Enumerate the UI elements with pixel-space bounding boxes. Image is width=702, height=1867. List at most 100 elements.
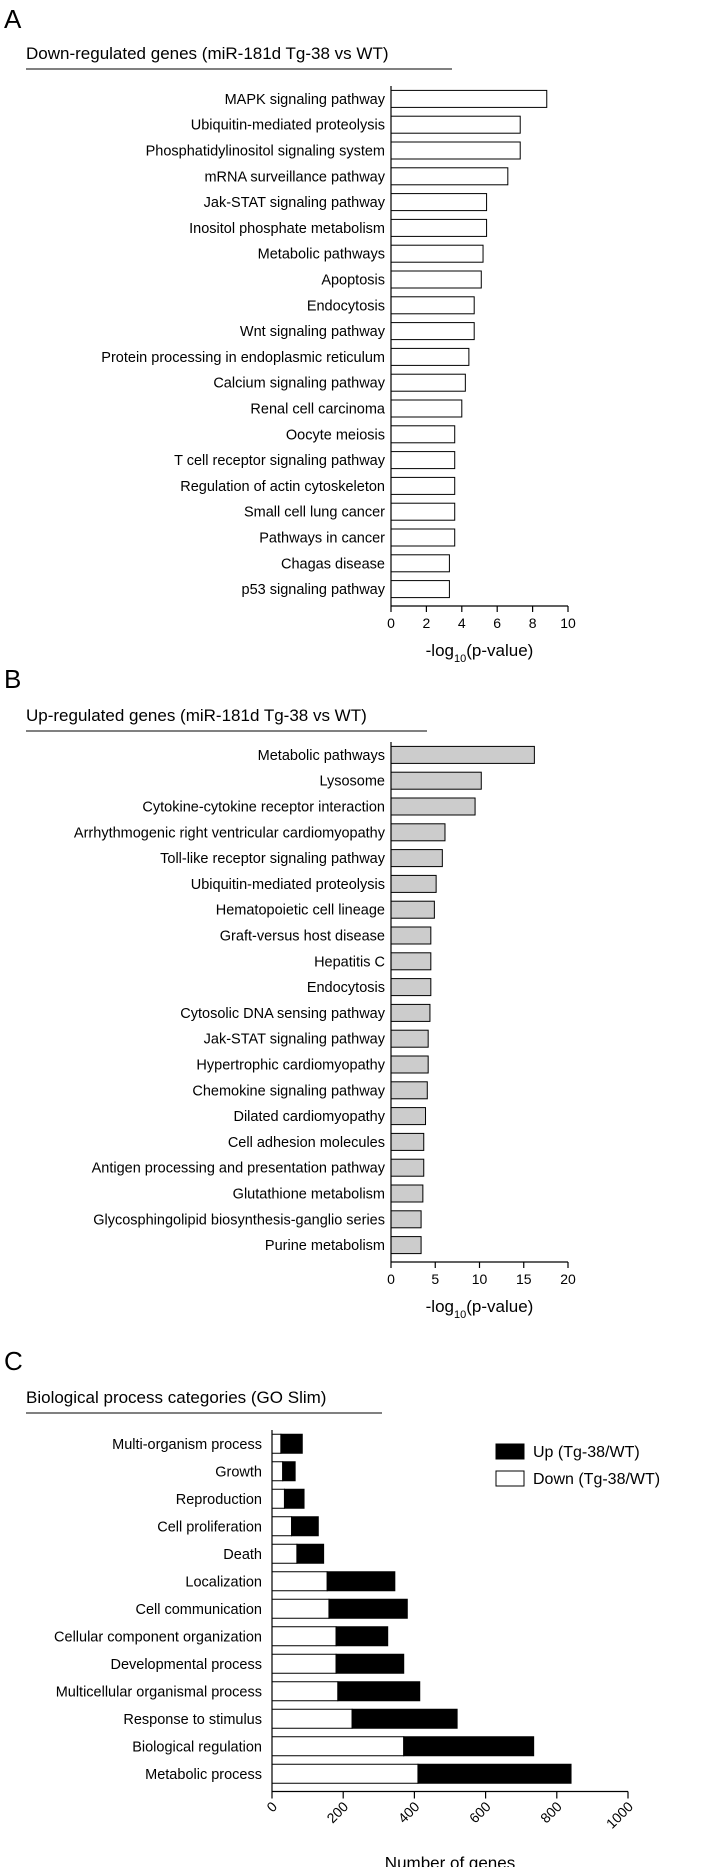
a-bar [390,296,475,315]
a-bar [390,141,521,160]
b-bar [390,900,435,919]
c-x-tick-label: 0 [263,1798,280,1815]
c-x-axis-title: Number of genes [385,1854,515,1867]
b-bar [390,1184,424,1203]
a-category-label: T cell receptor signaling pathway [174,453,386,469]
a-bar [390,451,456,470]
a-bar [390,399,463,418]
a-bar [390,270,482,289]
c-x-tick-label: 800 [537,1798,565,1826]
c-category-label: Response to stimulus [123,1712,262,1728]
b-bar [390,823,446,842]
chart-c: Multi-organism process Growth Reproduction… [54,1430,660,1867]
c-bar-down [271,1598,330,1619]
a-category-label: mRNA surveillance pathway [204,169,385,185]
c-bar-down [271,1488,285,1509]
c-bar-up [326,1571,396,1592]
b-category-label: Lysosome [319,774,385,790]
c-legend-label-down: Down (Tg-38/WT) [533,1471,660,1488]
b-category-label: Purine metabolism [265,1238,385,1254]
c-category-label: Cellular component organization [54,1629,262,1645]
c-category-label: Multicellular organismal process [56,1684,262,1700]
a-bar [390,373,466,392]
chart-a: MAPK signaling pathway Ubiquitin-mediated… [101,86,576,665]
c-bar-down [271,1763,419,1784]
c-bar-up [291,1516,319,1537]
c-bar-up [403,1736,535,1757]
a-category-label: Calcium signaling pathway [213,376,385,392]
panel-b: B Up-regulated genes (miR-181d Tg-38 vs … [4,664,576,1321]
c-bar-up [335,1626,389,1647]
b-x-axis-title: -log10(p-value) [426,1297,534,1321]
c-bar-down [271,1461,284,1482]
a-category-label: Renal cell carcinoma [250,402,386,418]
c-bar-up [328,1598,408,1619]
a-category-label: Metabolic pathways [258,247,385,263]
c-category-label: Cell proliferation [157,1519,262,1535]
a-category-label: Regulation of actin cytoskeleton [180,479,385,495]
b-bar [390,952,432,971]
c-bar-up [283,1488,305,1509]
a-bar [390,89,548,108]
a-x-axis-title: -log10(p-value) [426,641,534,665]
panel-b-letter: B [4,664,21,694]
a-category-label: p53 signaling pathway [242,582,386,598]
a-category-label: Chagas disease [281,556,385,572]
b-bar [390,1029,429,1048]
c-bar-up [337,1681,421,1702]
b-bar [390,1003,431,1022]
c-bar-up [351,1708,458,1729]
c-bar-down [271,1681,339,1702]
b-bar [390,1158,425,1177]
b-x-tick-label: 0 [387,1271,395,1287]
b-category-label: Endocytosis [307,980,385,996]
c-category-label: Reproduction [176,1492,262,1508]
a-category-label: Pathways in cancer [259,531,385,547]
panel-b-title: Up-regulated genes (miR-181d Tg-38 vs WT… [26,706,367,725]
a-category-label: Endocytosis [307,298,385,314]
a-bar [390,322,475,341]
c-bar-down [271,1708,353,1729]
a-category-label: Protein processing in endoplasmic reticu… [101,350,385,366]
a-bar [390,554,450,573]
b-category-label: Graft-versus host disease [220,929,385,945]
b-bar [390,874,437,893]
c-x-tick-label: 600 [466,1798,494,1826]
c-legend-swatch-up [495,1443,525,1460]
a-x-tick-label: 8 [529,615,537,631]
b-category-label: Cytosolic DNA sensing pathway [180,1006,385,1022]
c-category-label: Localization [185,1574,262,1590]
b-x-tick-label: 5 [431,1271,439,1287]
b-bar [390,1081,428,1100]
b-bar [390,771,482,790]
a-bar [390,244,484,263]
a-category-label: Jak-STAT signaling pathway [204,195,386,211]
b-category-label: Hepatitis C [314,954,385,970]
a-category-label: Wnt signaling pathway [240,324,386,340]
c-bar-down [271,1571,328,1592]
b-category-label: Toll-like receptor signaling pathway [160,851,386,867]
b-category-label: Cell adhesion molecules [228,1135,385,1151]
a-category-label: Ubiquitin-mediated proteolysis [191,118,385,134]
b-bar [390,849,443,868]
a-x-tick-label: 10 [560,615,576,631]
c-x-tick-label: 1000 [603,1798,636,1831]
b-bar [390,926,432,945]
a-x-tick-label: 4 [458,615,466,631]
a-category-label: Inositol phosphate metabolism [189,221,385,237]
b-bar [390,978,432,997]
b-category-label: Antigen processing and presentation path… [92,1161,386,1177]
c-bar-up [417,1763,572,1784]
b-x-tick-label: 10 [472,1271,488,1287]
b-category-label: Chemokine signaling pathway [192,1083,385,1099]
b-category-label: Glutathione metabolism [233,1187,385,1203]
c-bar-up [282,1461,296,1482]
c-bar-down [271,1736,405,1757]
c-bar-down [271,1653,337,1674]
a-x-tick-label: 2 [423,615,431,631]
c-category-label: Metabolic process [145,1767,262,1783]
b-category-label: Jak-STAT signaling pathway [204,1032,386,1048]
b-x-tick-label: 20 [560,1271,576,1287]
b-category-label: Glycosphingolipid biosynthesis-ganglio s… [93,1212,385,1228]
